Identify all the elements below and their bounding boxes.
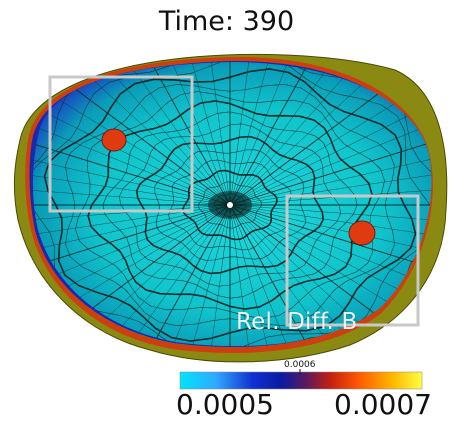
mesh-spoke xyxy=(32,204,231,223)
mesh-spoke xyxy=(229,77,400,206)
mesh-spoke xyxy=(229,65,383,206)
mesh-spoke xyxy=(229,62,277,206)
mesh-spoke xyxy=(229,62,254,206)
mesh-spoke xyxy=(32,104,231,206)
center-point xyxy=(227,202,233,208)
mesh-spoke xyxy=(229,119,432,206)
mesh-spoke xyxy=(229,135,432,206)
mesh-spoke xyxy=(229,204,254,347)
mesh-spoke xyxy=(160,204,231,347)
mesh-spoke xyxy=(206,204,231,347)
mesh-spoke xyxy=(116,62,231,206)
mesh-spoke xyxy=(229,62,300,206)
time-title: Time: 390 xyxy=(158,6,295,37)
mesh-spoke xyxy=(229,169,432,206)
selection-box-left[interactable] xyxy=(48,75,194,213)
mesh-spoke xyxy=(229,204,277,347)
rim-band xyxy=(25,56,433,353)
mesh-spoke xyxy=(229,204,416,320)
mesh-spoke xyxy=(183,204,231,347)
mesh-spoke xyxy=(96,62,231,206)
mesh-spoke xyxy=(206,62,231,206)
mesh-spoke xyxy=(32,119,231,206)
mesh-spoke xyxy=(229,204,430,306)
colorbar xyxy=(179,371,423,390)
colorbar-mid-label: 0.0006 xyxy=(284,360,316,370)
colorbar-max-label: 0.0007 xyxy=(334,388,432,421)
mesh-spoke xyxy=(229,104,430,206)
mesh-spoke xyxy=(229,62,364,206)
mesh-spoke xyxy=(60,77,231,206)
selection-box-right[interactable] xyxy=(285,194,420,327)
hotspot-left xyxy=(101,128,127,152)
mesh-spoke xyxy=(229,204,400,333)
mesh-spoke xyxy=(44,90,231,206)
mesh-spoke xyxy=(229,152,432,206)
mesh-spoke xyxy=(229,204,383,345)
mesh-spoke xyxy=(229,90,416,206)
hotspot-right xyxy=(348,220,376,246)
mesh-spoke xyxy=(32,187,231,206)
colorbar-min-label: 0.0005 xyxy=(176,388,274,421)
mesh-spoke xyxy=(160,62,231,206)
mesh-spoke xyxy=(229,204,300,347)
variable-label: Rel. Diff. B xyxy=(236,309,358,335)
mesh-spoke xyxy=(77,65,231,206)
mesh-spoke xyxy=(183,62,231,206)
